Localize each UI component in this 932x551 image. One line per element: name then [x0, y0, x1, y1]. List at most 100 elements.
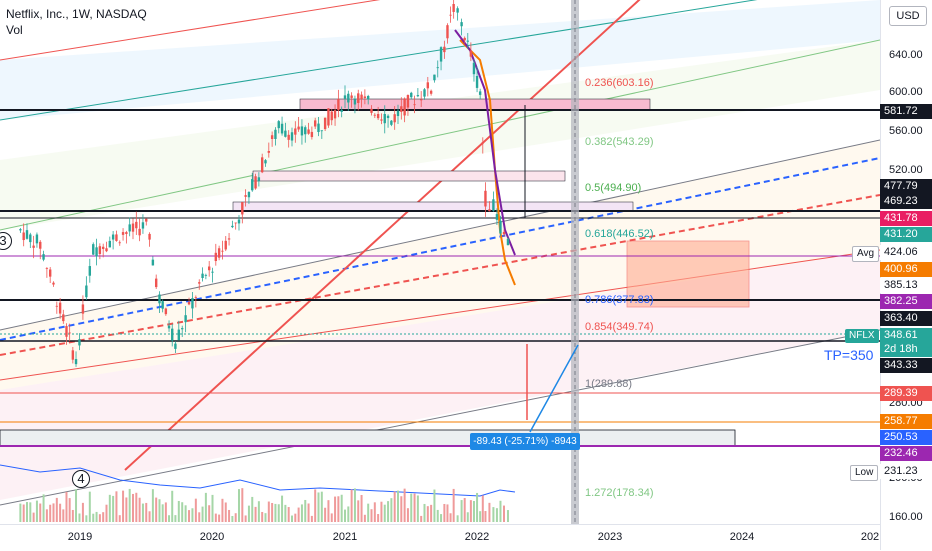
- candle-body: [204, 274, 208, 276]
- candle-body: [118, 242, 121, 244]
- volume-bar: [151, 489, 154, 522]
- candle-body: [400, 106, 403, 112]
- volume-bar: [59, 503, 62, 522]
- time-scale[interactable]: 2019 2020 2021 2022 2023 2024 202: [0, 524, 880, 551]
- candle-body: [481, 142, 484, 144]
- candle-body: [35, 234, 39, 244]
- volume-bar: [476, 492, 479, 522]
- nflx-tag: NFLX: [845, 329, 879, 343]
- candle-body: [167, 325, 171, 329]
- price-tick-640: 640.00: [889, 49, 923, 61]
- chart-plot-area[interactable]: Netflix, Inc., 1W, NASDAQ Vol 0.236(603.…: [0, 0, 880, 524]
- candle-body: [264, 160, 267, 164]
- candle-body: [247, 191, 251, 198]
- measure-readout: -89.43 (-25.71%) -8943: [470, 433, 580, 450]
- volume-bar: [155, 497, 158, 522]
- volume-bar: [105, 504, 108, 522]
- candle-body: [373, 114, 377, 116]
- time-tick-2025-partial: 202: [860, 531, 880, 543]
- candle-body: [158, 294, 161, 304]
- symbol-title[interactable]: Netflix, Inc., 1W, NASDAQ: [6, 7, 147, 21]
- candle-body: [191, 298, 194, 309]
- fib-label-0786: 0.786(377.83): [585, 294, 654, 306]
- candle-body: [488, 209, 491, 212]
- price-tick-560: 560.00: [889, 125, 923, 137]
- volume-bar: [238, 489, 240, 522]
- volume-bar: [363, 514, 366, 522]
- candle-body: [105, 248, 108, 252]
- volume-bar: [300, 504, 303, 522]
- volume-bar: [112, 495, 115, 522]
- volume-bar: [221, 498, 224, 522]
- volume-bar: [88, 491, 91, 522]
- volume-bar: [118, 515, 121, 522]
- chart-canvas[interactable]: [0, 0, 880, 524]
- volume-bar: [132, 493, 134, 522]
- candle-body: [174, 343, 177, 349]
- candle-body: [214, 252, 218, 262]
- candle-body: [22, 232, 25, 241]
- candle-body: [115, 234, 118, 241]
- volume-bar: [184, 505, 187, 522]
- candle-body: [287, 134, 290, 140]
- volume-bar: [506, 510, 509, 522]
- volume-bar: [488, 502, 491, 522]
- volume-bar: [304, 499, 307, 522]
- volume-bar: [393, 491, 396, 522]
- candle-body: [171, 328, 174, 341]
- avg-tag: Avg: [852, 246, 880, 262]
- candle-body: [260, 157, 264, 173]
- candle-body: [347, 93, 350, 103]
- fib-label-1272: 1.272(178.34): [585, 487, 654, 499]
- candle-body: [449, 14, 452, 16]
- candle-body: [181, 328, 184, 330]
- volume-bar: [271, 502, 274, 522]
- volume-bar: [201, 506, 204, 522]
- candle-body: [460, 22, 463, 27]
- candle-body: [237, 219, 241, 224]
- fib-0236-text: 0.236(603.16): [585, 77, 654, 89]
- fib-0786-text: 0.786(377.83): [585, 294, 654, 306]
- candle-body: [499, 220, 502, 234]
- volume-bar: [406, 508, 409, 522]
- candle-body: [357, 93, 360, 103]
- fib-0618-text: 0.618(446.52): [585, 228, 654, 240]
- volume-bar: [350, 489, 353, 522]
- candle-body: [410, 92, 413, 98]
- volume-bar: [443, 503, 446, 522]
- volume-bar: [383, 504, 386, 522]
- volume-bar: [138, 497, 141, 522]
- candle-body: [42, 254, 45, 260]
- volume-bar: [466, 512, 469, 522]
- currency-button[interactable]: USD: [889, 6, 927, 26]
- volume-bar: [400, 496, 403, 522]
- price-tag-258: 258.77: [880, 414, 932, 429]
- candle-body: [19, 229, 22, 231]
- volume-bar: [188, 510, 191, 522]
- time-tick-2024: 2024: [729, 531, 755, 543]
- volume-bar: [327, 500, 330, 522]
- volume-bar: [19, 503, 22, 522]
- volume-bar: [55, 497, 58, 522]
- volume-bar: [281, 495, 284, 522]
- volume-bar: [353, 488, 356, 522]
- price-tag-343: 343.33: [880, 358, 932, 373]
- volume-bar: [35, 500, 38, 522]
- price-tick-600: 600.00: [889, 86, 923, 98]
- candle-body: [244, 195, 247, 197]
- price-tag-385: 385.13: [880, 278, 932, 293]
- volume-bar: [297, 507, 300, 522]
- candle-body: [475, 76, 479, 88]
- volume-bar: [446, 504, 449, 522]
- candle-body: [472, 62, 476, 75]
- candle-body: [406, 95, 410, 108]
- candle-body: [194, 297, 198, 298]
- candle-body: [506, 238, 510, 246]
- candle-body: [251, 179, 254, 191]
- volume-bar: [492, 507, 495, 522]
- candle-body: [135, 221, 138, 229]
- candle-body: [280, 123, 284, 134]
- volume-bar: [456, 515, 459, 522]
- volume-indicator-label[interactable]: Vol: [6, 23, 23, 37]
- volume-bar: [208, 505, 211, 522]
